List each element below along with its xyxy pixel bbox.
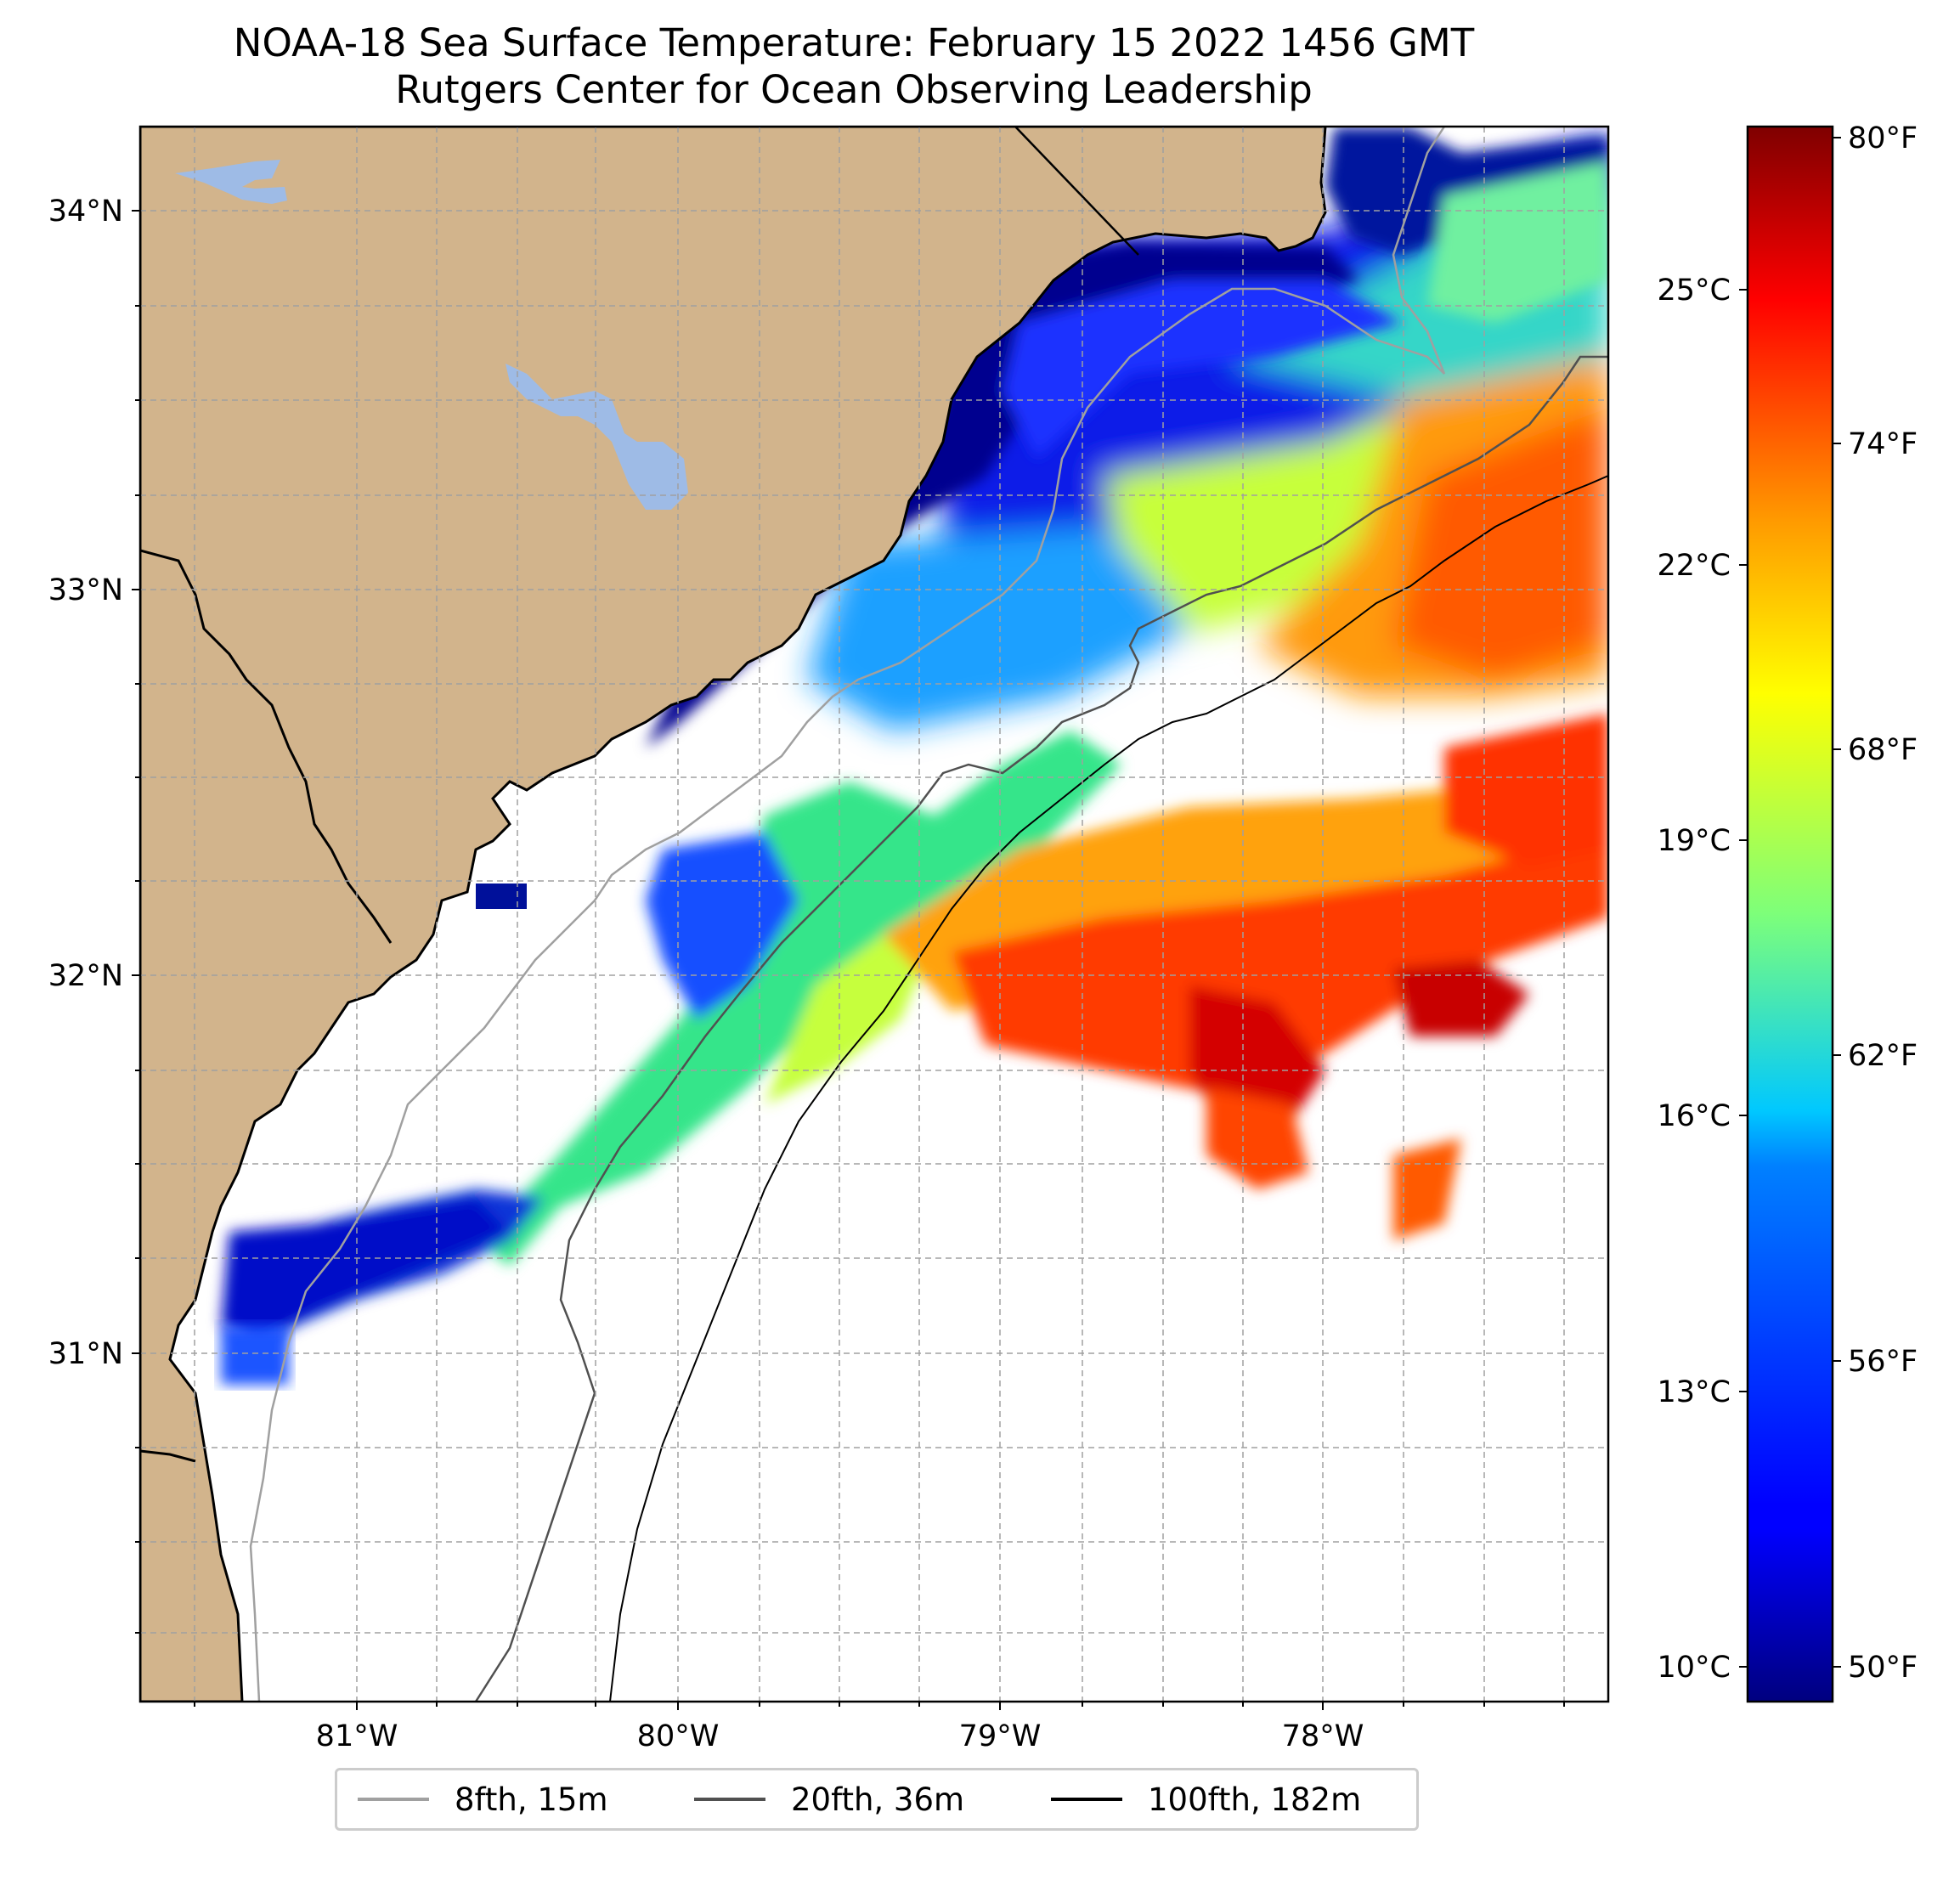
isobath-legend: 8fth, 15m 20fth, 36m 100fth, 182m bbox=[335, 1768, 1419, 1831]
map-frame bbox=[138, 125, 1610, 1703]
colorbar-ticks bbox=[1739, 137, 1841, 1668]
cbar-c-13: 13°C bbox=[1658, 1375, 1731, 1409]
chart-title: NOAA-18 Sea Surface Temperature: Februar… bbox=[233, 20, 1475, 65]
lat-label-32: 32°N bbox=[48, 959, 123, 993]
colorbar bbox=[1746, 125, 1834, 1703]
chart-subtitle: Rutgers Center for Ocean Observing Leade… bbox=[395, 67, 1313, 112]
lon-label-81: 81°W bbox=[316, 1719, 398, 1753]
axis-ticks bbox=[132, 210, 1565, 1710]
river-savannah bbox=[140, 549, 393, 944]
cbar-c-25: 25°C bbox=[1658, 274, 1731, 308]
cbar-f-68: 68°F bbox=[1848, 733, 1918, 767]
lon-label-78: 78°W bbox=[1282, 1719, 1364, 1753]
cbar-c-10: 10°C bbox=[1658, 1651, 1731, 1685]
legend-swatch-20fth bbox=[694, 1798, 765, 1801]
legend-item-100fth: 100fth, 182m bbox=[1051, 1770, 1361, 1828]
legend-label-20fth: 20fth, 36m bbox=[791, 1781, 965, 1818]
isobath-20fth-line bbox=[474, 355, 1608, 1702]
legend-item-8fth: 8fth, 15m bbox=[358, 1770, 608, 1828]
cbar-c-19: 19°C bbox=[1658, 824, 1731, 858]
legend-swatch-8fth bbox=[358, 1798, 429, 1801]
cbar-c-22: 22°C bbox=[1658, 549, 1731, 583]
lat-label-33: 33°N bbox=[48, 573, 123, 607]
cbar-f-62: 62°F bbox=[1848, 1039, 1918, 1073]
isobath-100fth-line bbox=[609, 475, 1608, 1702]
cbar-c-16: 16°C bbox=[1658, 1099, 1731, 1133]
cbar-f-56: 56°F bbox=[1848, 1345, 1918, 1379]
cbar-f-50: 50°F bbox=[1848, 1651, 1918, 1685]
lat-label-34: 34°N bbox=[48, 195, 123, 229]
legend-swatch-100fth bbox=[1051, 1798, 1122, 1801]
lon-label-80: 80°W bbox=[637, 1719, 720, 1753]
legend-label-8fth: 8fth, 15m bbox=[455, 1781, 608, 1818]
lat-label-31: 31°N bbox=[48, 1337, 123, 1371]
state-boundary bbox=[1014, 127, 1139, 256]
land-mass bbox=[140, 127, 1327, 1702]
lon-label-79: 79°W bbox=[959, 1719, 1042, 1753]
state-line-south bbox=[140, 1449, 196, 1463]
legend-label-100fth: 100fth, 182m bbox=[1148, 1781, 1362, 1818]
cbar-f-74: 74°F bbox=[1848, 427, 1918, 461]
sst-field bbox=[221, 127, 1608, 1385]
legend-item-20fth: 20fth, 36m bbox=[694, 1770, 964, 1828]
graticule bbox=[140, 127, 1608, 1702]
cbar-f-80: 80°F bbox=[1848, 121, 1918, 155]
